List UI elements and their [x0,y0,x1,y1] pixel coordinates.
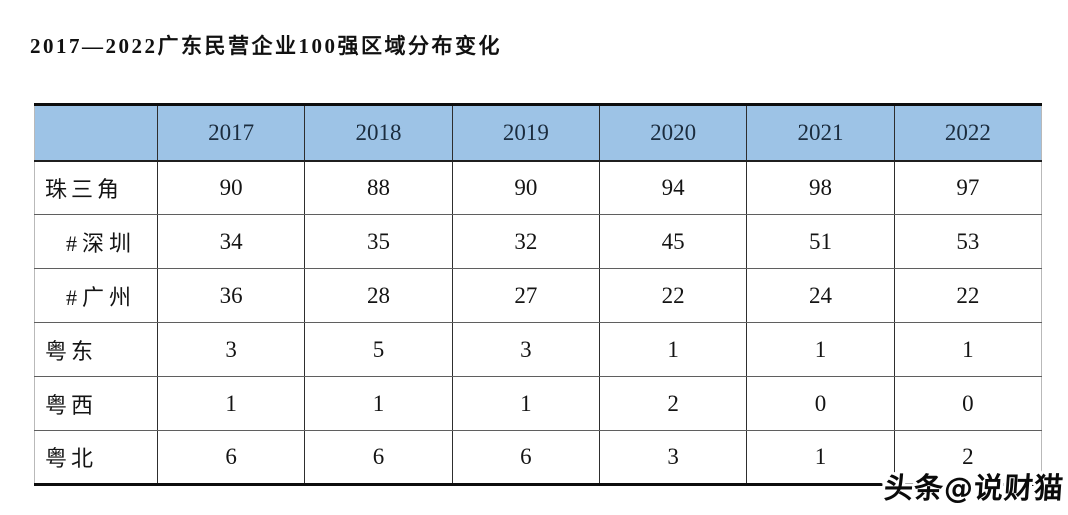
year-column-header: 2017 [156,103,306,162]
table-body: 珠三角 90 88 90 94 98 97 #深圳 34 35 32 45 51 53 #广州 36 28 27 2… [34,160,1043,486]
table-row: #深圳 34 35 32 45 51 53 [34,214,1043,269]
value-cell: 2 [893,430,1043,486]
row-label: #深圳 [34,214,158,269]
year-column-header: 2021 [746,103,895,162]
value-cell: 6 [156,430,306,486]
row-label: 粤北 [34,430,158,486]
value-cell: 22 [598,268,748,323]
value-cell: 90 [156,160,306,215]
year-column-header: 2020 [598,103,748,162]
value-cell: 32 [451,214,600,269]
value-cell: 1 [156,376,306,431]
table-row: 粤东 3 5 3 1 1 1 [34,322,1043,377]
value-cell: 3 [451,322,600,377]
value-cell: 1 [746,322,895,377]
table-row: 粤北 6 6 6 3 1 2 [34,430,1043,486]
value-cell: 51 [746,214,895,269]
value-cell: 90 [451,160,600,215]
row-label: 粤西 [34,376,158,431]
value-cell: 0 [893,376,1043,431]
value-cell: 27 [451,268,600,323]
value-cell: 45 [598,214,748,269]
value-cell: 24 [746,268,895,323]
table-row: 珠三角 90 88 90 94 98 97 [34,160,1043,215]
year-column-header: 2018 [304,103,453,162]
value-cell: 1 [598,322,748,377]
value-cell: 5 [304,322,453,377]
table-header: 2017 2018 2019 2020 2021 2022 [34,103,1043,162]
value-cell: 1 [893,322,1043,377]
value-cell: 0 [746,376,895,431]
watermark-text: 头条@说财猫 [882,471,1066,505]
page-title: 2017—2022广东民营企业100强区域分布变化 [30,34,502,58]
value-cell: 6 [451,430,600,486]
value-cell: 22 [893,268,1043,323]
year-column-header: 2019 [451,103,600,162]
row-label: 粤东 [34,322,158,377]
row-label: #广州 [34,268,158,323]
value-cell: 1 [451,376,600,431]
value-cell: 34 [156,214,306,269]
value-cell: 98 [746,160,895,215]
watermark: 头条@说财猫 头条@说财猫 [880,468,1068,509]
value-cell: 1 [746,430,895,486]
table-row: 粤西 1 1 1 2 0 0 [34,376,1043,431]
row-label: 珠三角 [34,160,158,215]
value-cell: 3 [598,430,748,486]
value-cell: 97 [893,160,1043,215]
value-cell: 28 [304,268,453,323]
value-cell: 53 [893,214,1043,269]
value-cell: 35 [304,214,453,269]
table-row: #广州 36 28 27 22 24 22 [34,268,1043,323]
value-cell: 88 [304,160,453,215]
corner-cell [34,103,158,162]
value-cell: 6 [304,430,453,486]
value-cell: 94 [598,160,748,215]
value-cell: 2 [598,376,748,431]
header-row: 2017 2018 2019 2020 2021 2022 [34,103,1043,162]
value-cell: 3 [156,322,306,377]
year-column-header: 2022 [893,103,1043,162]
value-cell: 36 [156,268,306,323]
value-cell: 1 [304,376,453,431]
region-distribution-table: 2017 2018 2019 2020 2021 2022 珠三角 90 88 90 94 98 97… [34,103,1043,486]
